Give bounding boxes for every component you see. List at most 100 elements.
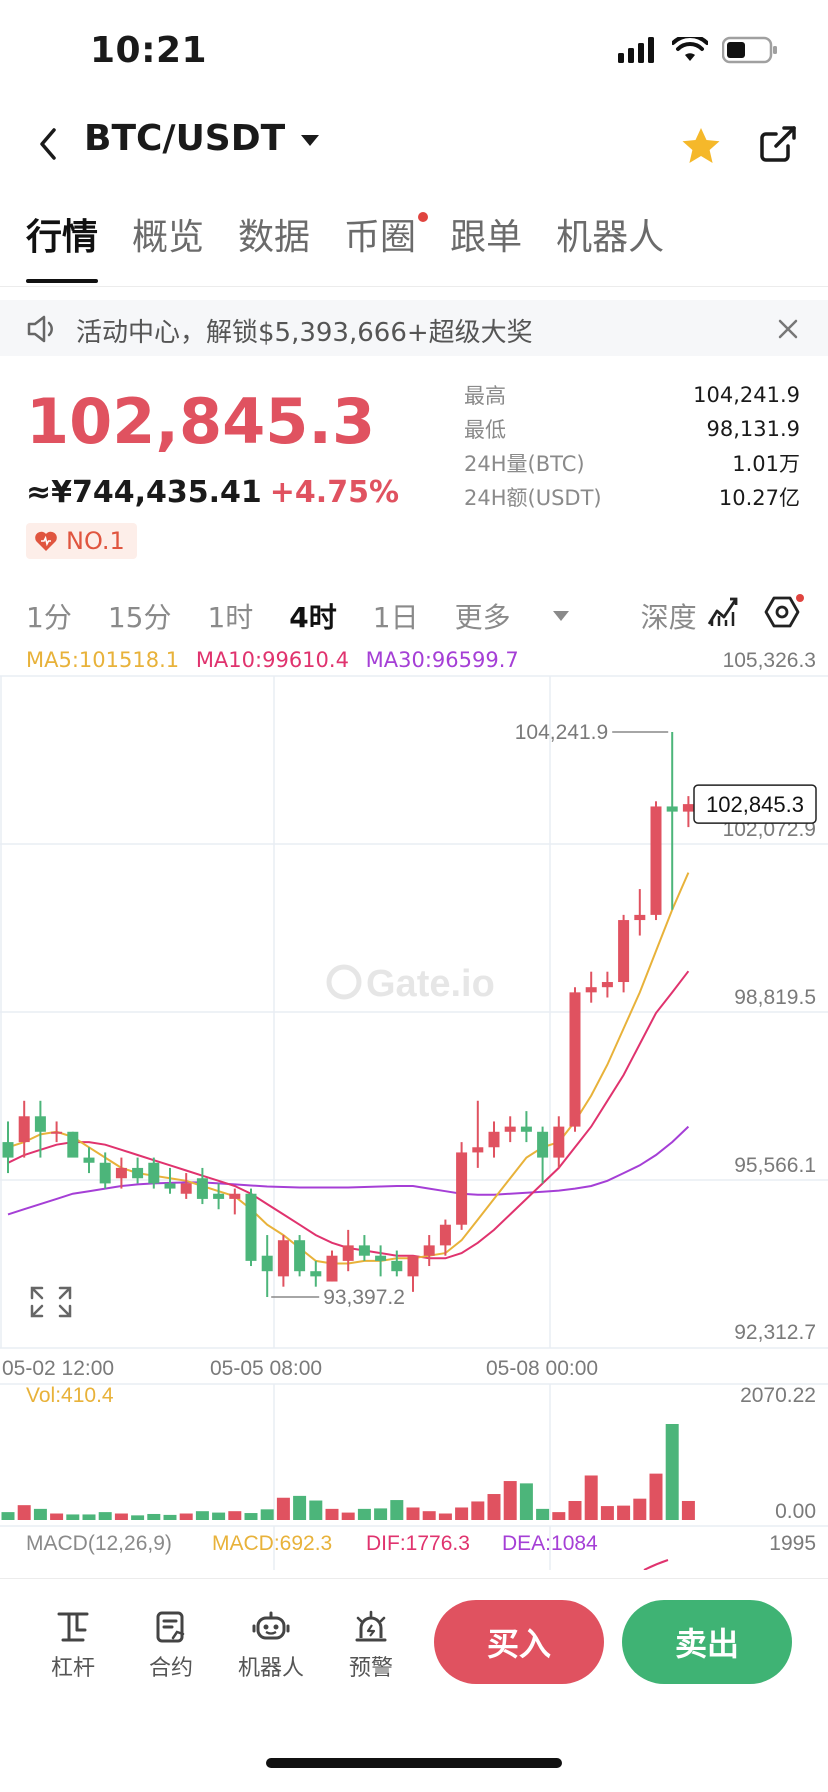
nav-alert[interactable]: 预警	[326, 1610, 416, 1682]
candle	[666, 731, 678, 910]
candle-body	[601, 982, 613, 988]
stat-low: 最低 98,131.9	[464, 412, 800, 446]
volume-bar	[98, 1512, 112, 1520]
candle-body	[132, 1167, 144, 1179]
candle	[423, 1235, 435, 1267]
ticker-stats: 最高 104,241.9 最低 98,131.9 24H量(BTC) 1.01万 24…	[464, 378, 800, 514]
tf-more[interactable]: 更多	[455, 596, 605, 636]
candle	[34, 1100, 46, 1158]
sell-button[interactable]: 卖出	[622, 1600, 792, 1684]
top-bar: BTC/USDT	[0, 110, 828, 180]
tf-1m[interactable]: 1分	[26, 601, 72, 634]
candle-body	[326, 1255, 338, 1282]
kline-chart[interactable]: Gate.io 105,326.3 102,072.9 98,819.5 95,…	[0, 640, 828, 1570]
candle-body	[520, 1126, 532, 1132]
candle	[488, 1121, 500, 1158]
candle-body	[115, 1167, 127, 1179]
volume-bar	[33, 1508, 47, 1520]
tf-4h[interactable]: 4时	[289, 601, 337, 634]
active-tab-indicator	[26, 279, 98, 283]
candle	[245, 1188, 257, 1267]
back-arrow-icon[interactable]	[30, 124, 70, 164]
watermark-text: Gate.io	[366, 963, 495, 1005]
volume-bar	[341, 1512, 355, 1520]
settings-hex-icon[interactable]	[764, 594, 804, 630]
candle	[229, 1188, 241, 1215]
volume-bar	[503, 1481, 517, 1520]
battery-icon	[722, 36, 777, 64]
tf-depth[interactable]: 深度	[640, 601, 697, 634]
tab-data[interactable]: 数据	[238, 217, 311, 258]
volume-bar	[293, 1495, 307, 1520]
candle	[553, 1116, 565, 1168]
axis-label: 105,326.3	[723, 649, 816, 672]
volume-bar	[179, 1513, 193, 1520]
volume-bars	[1, 1424, 695, 1520]
candle	[472, 1100, 484, 1168]
current-price-label: 102,845.3	[706, 792, 804, 817]
candle	[569, 987, 581, 1132]
candle	[358, 1235, 370, 1261]
expand-icon[interactable]	[30, 1286, 72, 1318]
buy-button[interactable]: 买入	[434, 1600, 604, 1684]
volume-bar	[66, 1514, 80, 1520]
candle-body	[213, 1193, 225, 1199]
candle	[180, 1173, 192, 1199]
vol-axis-min: 0.00	[775, 1500, 816, 1523]
ma30-value: MA30:96599.7	[365, 648, 519, 672]
candle	[51, 1121, 63, 1143]
share-icon[interactable]	[758, 124, 798, 164]
tab-overview[interactable]: 概览	[132, 217, 205, 258]
favorite-star-icon[interactable]	[680, 126, 722, 166]
macd-dif-line	[643, 1559, 669, 1570]
tab-community[interactable]: 币圈	[344, 208, 429, 260]
volume-bar	[649, 1473, 663, 1520]
candle	[456, 1142, 468, 1230]
tf-more-label: 更多	[454, 601, 511, 634]
stat-value: 98,131.9	[706, 417, 800, 441]
candle-body	[342, 1245, 354, 1261]
nav-robot[interactable]: 机器人	[226, 1610, 316, 1682]
ma-legend: MA5:101518.1 MA10:99610.4 MA30:96599.7	[26, 648, 519, 672]
tf-15m[interactable]: 15分	[107, 601, 172, 634]
banner-text: 活动中心，解锁$5,393,666+超级大奖	[76, 318, 533, 348]
candle-body	[229, 1193, 241, 1199]
candle	[18, 1100, 30, 1158]
nav-contract[interactable]: 合约	[126, 1610, 216, 1682]
candle-body	[618, 920, 630, 983]
gate-io-watermark: Gate.io	[326, 963, 495, 1005]
pair-selector[interactable]: BTC/USDT	[84, 118, 320, 159]
rank-label: NO.1	[66, 527, 125, 555]
wifi-icon	[672, 37, 708, 61]
rank-badge[interactable]: NO.1	[26, 523, 137, 559]
nav-leverage[interactable]: 杠杆	[28, 1610, 118, 1682]
volume-bar	[276, 1497, 290, 1520]
volume-bar	[422, 1511, 436, 1520]
close-icon[interactable]	[774, 310, 802, 346]
candle-body	[358, 1245, 370, 1256]
volume-bar	[617, 1505, 631, 1520]
tab-bots[interactable]: 机器人	[556, 217, 665, 258]
tab-market[interactable]: 行情	[26, 217, 99, 258]
macd-legend: MACD(12,26,9) MACD:692.3 DIF:1776.3 DEA:…	[26, 1532, 816, 1555]
candle	[83, 1147, 95, 1174]
candle	[164, 1167, 176, 1194]
tab-copy-trading[interactable]: 跟单	[450, 217, 523, 258]
tf-1d[interactable]: 1日	[372, 601, 419, 634]
candle-body	[2, 1142, 14, 1158]
nav-label: 杠杆	[50, 1656, 95, 1681]
candle-body	[407, 1255, 419, 1277]
tf-1h[interactable]: 1时	[207, 601, 254, 634]
candle	[2, 1121, 14, 1174]
volume-bar	[455, 1507, 469, 1520]
volume-bar	[163, 1514, 177, 1520]
promo-banner[interactable]: 活动中心，解锁$5,393,666+超级大奖	[0, 300, 828, 356]
ma10-line	[7, 970, 690, 1260]
axis-label: 92,312.7	[734, 1321, 816, 1344]
home-indicator[interactable]	[266, 1758, 562, 1768]
candle	[310, 1260, 322, 1287]
volume-bar	[552, 1512, 566, 1520]
indicator-icon[interactable]	[706, 594, 740, 628]
dea-value: DEA:1084	[502, 1532, 598, 1555]
heart-icon	[35, 531, 57, 551]
